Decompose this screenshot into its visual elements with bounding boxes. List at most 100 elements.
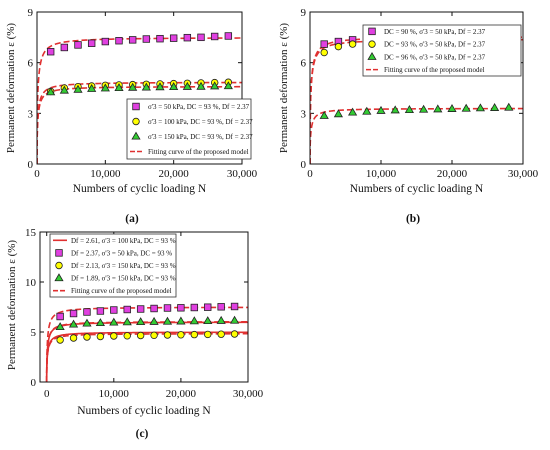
data-point [87, 39, 96, 47]
series-1 [56, 330, 239, 344]
y-tick-label: 0 [28, 159, 34, 171]
plot-area [37, 32, 242, 164]
data-point [109, 317, 119, 326]
x-tick-label: 30,000 [508, 168, 539, 180]
chart-panel-1: 0 10,000 20,000 30,000 0 3 6 9 Numbers of cyclic… [5, 7, 258, 225]
data-point [87, 83, 97, 92]
data-point [155, 82, 165, 91]
data-point [82, 318, 92, 327]
data-point [217, 330, 225, 338]
y-tick-label: 6 [301, 58, 307, 70]
plot-frame [309, 11, 524, 165]
x-tick-label: 0 [34, 168, 40, 180]
data-point [95, 318, 105, 327]
data-point [169, 34, 178, 42]
data-point [156, 34, 164, 43]
data-point [110, 332, 118, 340]
legend-marker [367, 51, 377, 60]
data-point [136, 317, 146, 326]
data-point [122, 317, 132, 326]
data-point [123, 305, 131, 314]
data-point [320, 40, 328, 48]
data-point [204, 303, 212, 311]
panel-caption: (b) [406, 213, 420, 225]
legend-label: DC = 93 %, σ'3 = 50 kPa, Df = 2.37 [384, 41, 486, 49]
data-point [100, 83, 110, 92]
legend-label: DC = 96 %, σ'3 = 50 kPa, Df = 2.37 [384, 53, 486, 61]
legend-box [49, 233, 177, 298]
fit-curve-2 [45, 332, 248, 382]
y-axis-label: Permanent deformation ε (%) [6, 240, 18, 370]
data-point [74, 41, 82, 49]
y-tick-label: 5 [31, 327, 37, 339]
plot-frame [36, 11, 243, 165]
x-tick-label: 20,000 [437, 168, 468, 180]
legend-label: Df = 1.89, σ'3 = 150 kPa, DC = 93 % [71, 275, 176, 283]
data-point [136, 331, 145, 340]
panel-caption: (a) [125, 213, 139, 225]
x-tick-label: 30,000 [227, 168, 258, 180]
data-point [197, 33, 205, 42]
data-point [490, 103, 500, 111]
fit-curve-2 [310, 107, 523, 164]
chart-panel-2: 0 10,000 20,000 30,000 0 3 6 9 Numbers of cyclic… [278, 7, 539, 225]
legend-box [126, 98, 252, 160]
data-point [390, 105, 400, 114]
data-point [210, 81, 220, 90]
legend-marker [368, 40, 376, 48]
data-point [68, 319, 79, 328]
data-point [176, 316, 186, 325]
data-point [203, 316, 213, 325]
chart-panel-3: 0 10,000 20,000 30,000 0 5 10 15 Numbers of cycl… [6, 227, 264, 440]
legend-label: σ'3 = 100 kPa, DC = 93 %, Df = 2.37 [148, 118, 253, 126]
x-axis-label: Numbers of cyclic loading N [73, 183, 207, 195]
data-point [59, 85, 69, 94]
data-point [169, 82, 179, 91]
plot-area [45, 302, 248, 382]
legend: σ'3 = 50 kPa, DC = 93 %, Df = 2.37 σ'3 = … [126, 98, 253, 160]
legend-marker [132, 102, 140, 111]
legend-label: Fitting curve of the proposed model [384, 66, 485, 74]
data-point [96, 332, 105, 341]
data-point [348, 40, 357, 48]
legend: DC = 90 %, σ'3 = 50 kPa, Df = 2.37 DC = 9… [362, 24, 522, 77]
data-point [230, 302, 239, 311]
y-tick-label: 15 [25, 227, 37, 239]
data-point [190, 330, 199, 339]
data-point [83, 333, 91, 341]
data-point [182, 81, 192, 90]
y-axis-label: Permanent deformation ε (%) [278, 23, 290, 153]
data-point [163, 304, 172, 312]
data-point [504, 102, 514, 111]
data-point [115, 37, 123, 45]
x-tick-label: 0 [44, 388, 50, 400]
data-point [177, 331, 185, 339]
x-tick-label: 0 [307, 168, 313, 180]
data-point [376, 105, 386, 114]
data-point [46, 47, 55, 56]
data-point [177, 304, 185, 312]
data-point [190, 303, 199, 312]
x-tick-label: 10,000 [99, 388, 130, 400]
data-point [136, 305, 145, 313]
solid-curve-1 [45, 331, 248, 382]
data-point [229, 315, 240, 324]
x-tick-label: 10,000 [366, 168, 397, 180]
legend-label: σ'3 = 150 kPa, DC = 93 %, Df = 2.37 [148, 133, 253, 141]
x-tick-label: 30,000 [233, 388, 264, 400]
data-point [150, 331, 158, 339]
fit-curve-0 [45, 306, 248, 382]
legend-label: Df = 2.13, σ'3 = 150 kPa, DC = 93 % [71, 262, 176, 270]
data-point [56, 312, 64, 321]
data-point [320, 48, 328, 57]
data-point [362, 106, 372, 115]
panel-caption: (c) [136, 428, 149, 440]
data-point [230, 330, 239, 338]
y-tick-label: 9 [28, 7, 34, 19]
x-axis-label: Numbers of cyclic loading N [350, 183, 484, 195]
data-point [461, 103, 471, 112]
y-tick-label: 10 [25, 277, 37, 289]
data-point [96, 307, 105, 315]
data-point [475, 103, 485, 112]
